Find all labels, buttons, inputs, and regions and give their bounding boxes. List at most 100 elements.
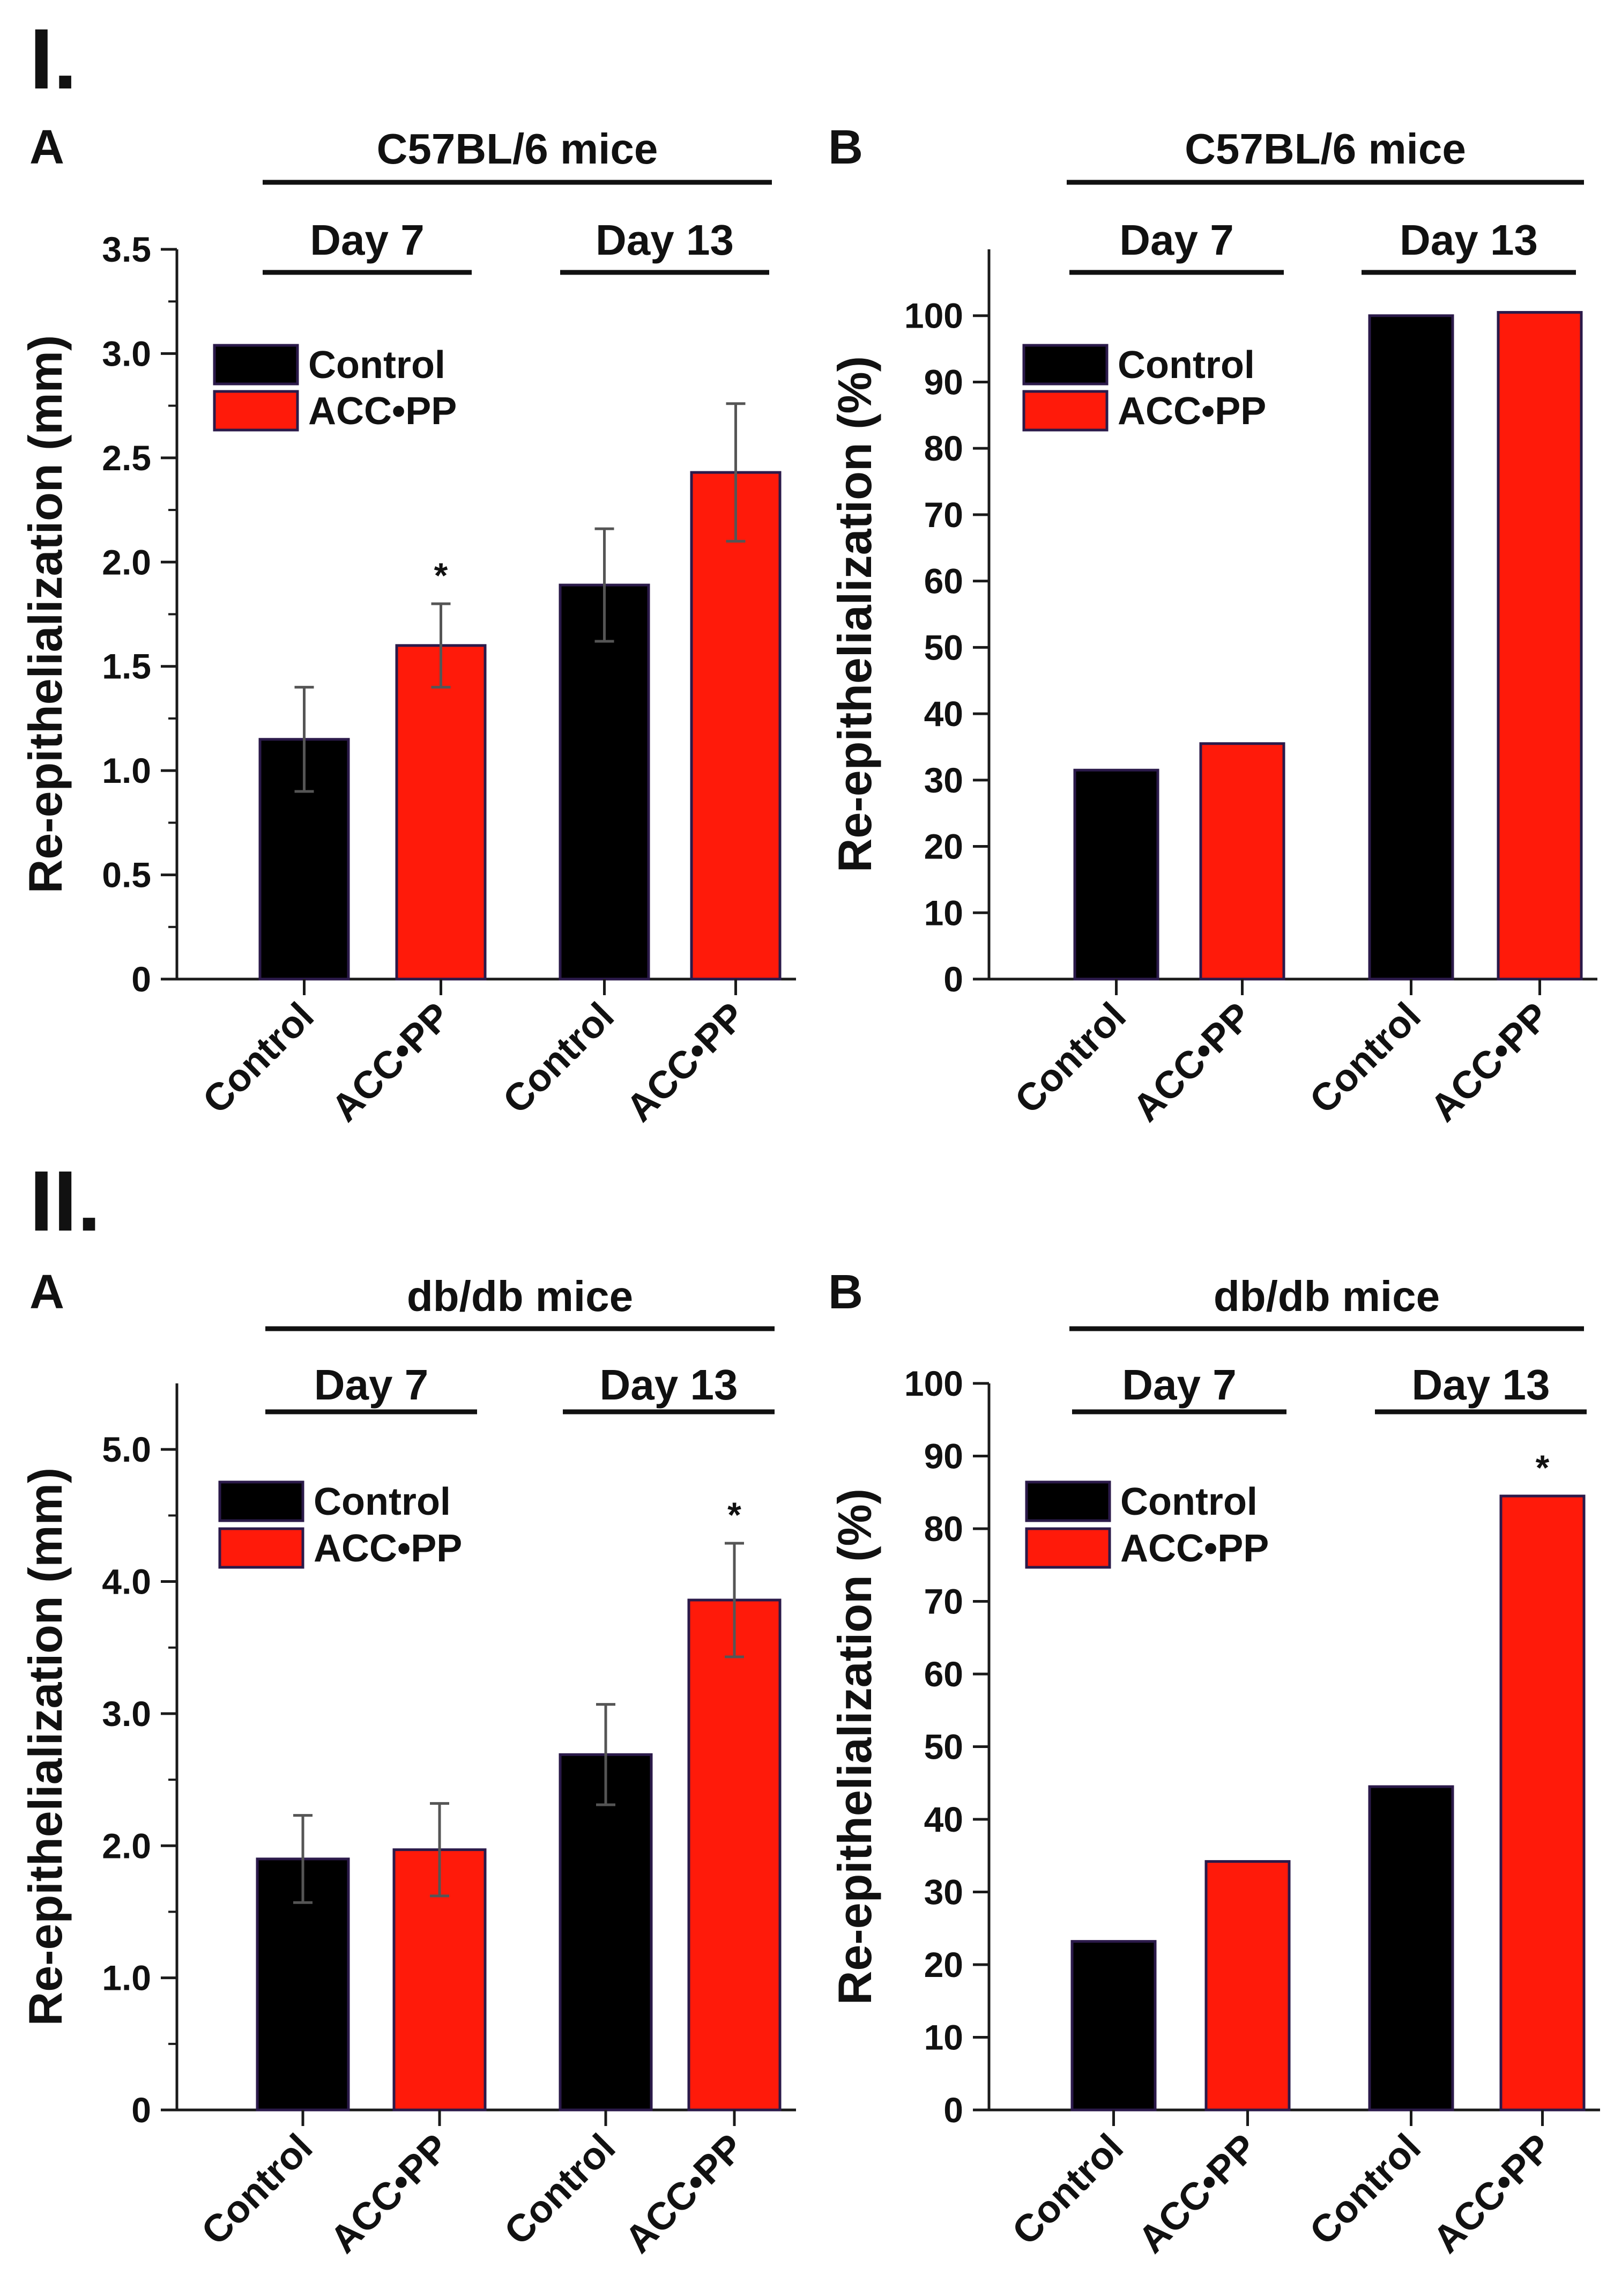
y-tick-label: 10 bbox=[924, 2018, 963, 2057]
panel-label: B bbox=[828, 121, 863, 174]
y-tick-label: 3.5 bbox=[102, 229, 151, 269]
legend-swatch-acc_pp bbox=[213, 390, 299, 432]
y-axis-title: Re-epithelialization (%) bbox=[828, 1488, 881, 2005]
x-tick-label: Control bbox=[194, 2126, 321, 2254]
y-tick-label: 40 bbox=[924, 694, 963, 734]
bar-acc_pp bbox=[1499, 1494, 1586, 2112]
legend-label-acc_pp: ACC•PP bbox=[314, 1527, 462, 1570]
y-tick-label: 3.0 bbox=[102, 1694, 151, 1734]
legend-swatch-control bbox=[213, 344, 299, 386]
x-tick-label: ACC•PP bbox=[1425, 2126, 1560, 2262]
x-tick-label: ACC•PP bbox=[618, 995, 754, 1130]
section-label: II. bbox=[29, 1153, 101, 1249]
y-tick-label: 4.0 bbox=[102, 1562, 151, 1602]
bar-acc_pp bbox=[1497, 311, 1583, 981]
x-tick-label: ACC•PP bbox=[1130, 2126, 1266, 2262]
x-tick-label: Control bbox=[195, 995, 322, 1122]
legend-swatch-acc_pp bbox=[1025, 1527, 1111, 1569]
section-label: I. bbox=[29, 11, 77, 107]
legend-label-control: Control bbox=[1120, 1480, 1258, 1523]
significance-marker: * bbox=[434, 556, 448, 595]
y-axis-title: Re-epithelialization (mm) bbox=[19, 335, 72, 893]
chart-title: db/db mice bbox=[1214, 1272, 1440, 1320]
y-tick-label: 10 bbox=[924, 893, 963, 932]
y-tick-label: 100 bbox=[904, 1364, 963, 1403]
group-label-day: Day 13 bbox=[1400, 216, 1538, 264]
y-tick-label: 90 bbox=[924, 362, 963, 402]
x-tick-label: Control bbox=[1004, 2126, 1132, 2254]
group-label-day: Day 7 bbox=[1119, 216, 1233, 264]
y-tick-label: 1.0 bbox=[102, 751, 151, 790]
x-tick-label: ACC•PP bbox=[322, 2126, 458, 2262]
bar-control bbox=[559, 583, 650, 981]
y-tick-label: 70 bbox=[924, 1582, 963, 1621]
legend-label-acc_pp: ACC•PP bbox=[308, 390, 457, 433]
y-tick-label: 60 bbox=[924, 1654, 963, 1694]
x-tick-label: Control bbox=[495, 995, 622, 1122]
legend-swatch-acc_pp bbox=[218, 1527, 304, 1569]
legend-swatch-control bbox=[218, 1480, 304, 1522]
group-label-day: Day 13 bbox=[600, 1361, 738, 1409]
legend-label-control: Control bbox=[314, 1480, 451, 1523]
x-tick-label: ACC•PP bbox=[617, 2126, 753, 2262]
group-label-day: Day 7 bbox=[1122, 1361, 1236, 1409]
y-tick-label: 1.0 bbox=[102, 1958, 151, 1998]
y-tick-label: 5.0 bbox=[102, 1430, 151, 1469]
y-tick-label: 0 bbox=[943, 2090, 963, 2130]
group-label-day: Day 7 bbox=[314, 1361, 428, 1409]
significance-marker: * bbox=[727, 1495, 741, 1535]
chart-panel-II-A: II. A db/db mice Day 7 Day 13 0 1.0 2.0 3.0 4.0 5.… bbox=[19, 1153, 796, 2261]
bar-control bbox=[559, 1753, 653, 2112]
y-tick-label: 1.5 bbox=[102, 647, 151, 686]
y-tick-label: 20 bbox=[924, 1945, 963, 1984]
y-tick-label: 20 bbox=[924, 827, 963, 866]
y-tick-label: 80 bbox=[924, 1509, 963, 1549]
bar-acc_pp bbox=[395, 644, 487, 981]
y-tick-label: 2.0 bbox=[102, 1826, 151, 1865]
legend-label-acc_pp: ACC•PP bbox=[1118, 390, 1266, 433]
legend-label-acc_pp: ACC•PP bbox=[1120, 1527, 1269, 1570]
x-tick-label: ACC•PP bbox=[1422, 995, 1558, 1130]
y-tick-label: 90 bbox=[924, 1436, 963, 1476]
bar-acc_pp bbox=[1199, 742, 1285, 981]
y-tick-label: 30 bbox=[924, 760, 963, 800]
bar-acc_pp bbox=[690, 471, 782, 981]
bar-control bbox=[1368, 1785, 1454, 2112]
legend-swatch-control bbox=[1025, 1480, 1111, 1522]
significance-marker: * bbox=[1536, 1448, 1550, 1487]
y-tick-label: 80 bbox=[924, 428, 963, 468]
panel-label: A bbox=[29, 1265, 64, 1319]
y-tick-label: 0 bbox=[131, 959, 151, 999]
x-tick-label: ACC•PP bbox=[323, 995, 459, 1130]
panel-label: A bbox=[29, 121, 64, 174]
y-tick-label: 40 bbox=[924, 1799, 963, 1839]
legend-label-control: Control bbox=[1118, 344, 1255, 387]
chart-panel-I-A: I. A C57BL/6 mice Day 7 Day 13 0 0.5 1.0 1.5 2.0 2… bbox=[19, 11, 796, 1130]
bar-control bbox=[1070, 1940, 1157, 2112]
x-tick-label: Control bbox=[496, 2126, 624, 2254]
chart-panel-I-B: B C57BL/6 mice Day 7 Day 13 0 10 20 30 40 50 60 70 8… bbox=[828, 121, 1597, 1130]
y-tick-label: 50 bbox=[924, 1727, 963, 1767]
group-label-day: Day 7 bbox=[310, 216, 424, 264]
y-tick-label: 100 bbox=[904, 296, 963, 336]
y-tick-label: 70 bbox=[924, 495, 963, 535]
bar-acc_pp bbox=[1204, 1860, 1291, 2112]
y-tick-label: 2.0 bbox=[102, 542, 151, 582]
y-tick-label: 30 bbox=[924, 1872, 963, 1912]
x-tick-label: ACC•PP bbox=[1125, 995, 1260, 1130]
bar-control bbox=[1368, 314, 1454, 981]
legend-label-control: Control bbox=[308, 344, 445, 387]
chart-title: C57BL/6 mice bbox=[1185, 125, 1466, 173]
chart-title: C57BL/6 mice bbox=[377, 125, 658, 173]
y-tick-label: 3.0 bbox=[102, 334, 151, 373]
y-tick-label: 60 bbox=[924, 561, 963, 601]
legend-swatch-acc_pp bbox=[1022, 390, 1109, 432]
y-tick-label: 0 bbox=[943, 959, 963, 999]
x-tick-label: Control bbox=[1007, 995, 1134, 1122]
y-axis-title: Re-epithelialization (%) bbox=[828, 356, 881, 872]
bar-control bbox=[1073, 768, 1159, 981]
chart-title: db/db mice bbox=[407, 1272, 633, 1320]
panel-label: B bbox=[828, 1265, 863, 1319]
